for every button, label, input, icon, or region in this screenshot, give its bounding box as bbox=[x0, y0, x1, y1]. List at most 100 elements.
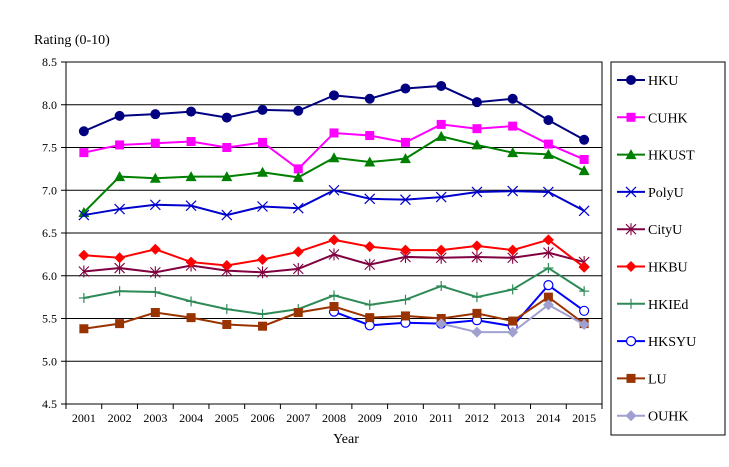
x-tick-label: 2001 bbox=[72, 411, 96, 425]
data-point-hkbu bbox=[149, 243, 161, 255]
y-tick-label: 7.5 bbox=[42, 141, 57, 155]
data-point-lu bbox=[472, 308, 482, 318]
data-point-hku bbox=[579, 134, 590, 145]
data-point-polyu bbox=[292, 202, 304, 214]
data-point-hkied bbox=[364, 299, 375, 310]
legend-items: HKU CUHK HKUST PolyU CityU HKBU HKIEd HKSYU LU OU… bbox=[617, 74, 696, 425]
data-point-polyu bbox=[364, 193, 376, 205]
data-point-hkbu bbox=[471, 240, 483, 252]
data-point-hkbu bbox=[185, 256, 197, 268]
y-tick-label: 8.0 bbox=[42, 98, 57, 112]
data-point-cuhk bbox=[365, 131, 375, 141]
data-point-hkust bbox=[114, 171, 126, 182]
data-point-hkied bbox=[436, 281, 447, 292]
data-point-hkust bbox=[364, 156, 376, 167]
legend-label-hku: HKU bbox=[648, 74, 678, 89]
legend-marker-polyu bbox=[625, 186, 637, 198]
data-point-lu bbox=[508, 316, 518, 326]
legend-marker-hkied bbox=[626, 298, 636, 309]
data-point-hkust bbox=[149, 172, 161, 183]
data-point-cuhk bbox=[400, 137, 410, 147]
data-point-polyu bbox=[542, 186, 554, 198]
data-point-hkust bbox=[471, 139, 483, 150]
data-point-cuhk bbox=[472, 124, 482, 134]
data-point-hku bbox=[293, 105, 304, 116]
data-point-lu bbox=[258, 321, 268, 331]
x-tick-label: 2014 bbox=[536, 411, 560, 425]
legend-frame bbox=[610, 61, 726, 436]
data-point-hkbu bbox=[114, 252, 126, 264]
data-point-cuhk bbox=[436, 119, 446, 129]
data-point-hkied bbox=[150, 286, 161, 297]
data-point-cityu bbox=[78, 265, 90, 278]
data-point-hkied bbox=[186, 296, 197, 307]
data-point-lu bbox=[400, 311, 410, 321]
data-point-lu bbox=[186, 313, 196, 323]
y-axis-title: Rating (0-10) bbox=[34, 33, 110, 48]
data-point-cuhk bbox=[258, 137, 268, 147]
data-point-cuhk bbox=[115, 140, 125, 150]
data-point-hkust bbox=[221, 171, 233, 182]
data-point-hku bbox=[78, 126, 89, 137]
data-point-hku bbox=[364, 93, 375, 104]
series-polyu bbox=[78, 184, 590, 221]
legend-label-hkust: HKUST bbox=[648, 149, 695, 164]
x-tick-label: 2008 bbox=[322, 411, 346, 425]
data-point-lu bbox=[79, 324, 89, 334]
data-point-ouhk bbox=[507, 326, 519, 338]
data-point-hkust bbox=[257, 166, 269, 177]
data-point-hku bbox=[221, 112, 232, 123]
data-point-hkied bbox=[257, 309, 268, 320]
legend-item-ouhk: OUHK bbox=[617, 410, 688, 425]
series-layer bbox=[78, 80, 590, 338]
data-point-hkust bbox=[542, 148, 554, 159]
legend-marker-hku bbox=[626, 75, 636, 85]
data-point-cityu bbox=[257, 266, 268, 279]
data-point-hkust bbox=[185, 171, 197, 182]
legend-item-lu: LU bbox=[617, 372, 667, 387]
data-point-hkust bbox=[399, 153, 411, 164]
data-point-cityu bbox=[292, 262, 304, 275]
data-point-hku bbox=[436, 80, 447, 91]
data-point-hkied bbox=[221, 304, 232, 315]
data-point-polyu bbox=[507, 185, 519, 197]
legend-label-cityu: CityU bbox=[648, 223, 682, 238]
y-axis-ticks: 4.5 5.0 5.5 6.0 6.5 7.0 7.5 8.0 8.5 bbox=[42, 55, 66, 411]
x-tick-label: 2006 bbox=[251, 411, 275, 425]
x-tick-label: 2010 bbox=[393, 411, 417, 425]
data-point-hku bbox=[543, 115, 554, 126]
x-tick-label: 2009 bbox=[358, 411, 382, 425]
y-tick-label: 7.0 bbox=[42, 183, 57, 197]
data-point-cityu bbox=[543, 246, 554, 259]
x-tick-label: 2004 bbox=[179, 411, 203, 425]
legend-item-cityu: CityU bbox=[617, 223, 682, 238]
data-point-hku bbox=[150, 109, 161, 120]
data-point-cuhk bbox=[79, 148, 89, 158]
legend-item-hkust: HKUST bbox=[617, 149, 695, 164]
y-tick-label: 5.5 bbox=[42, 312, 57, 326]
y-tick-label: 4.5 bbox=[42, 397, 57, 411]
data-point-hkied bbox=[78, 292, 89, 303]
plot-area: 4.5 5.0 5.5 6.0 6.5 7.0 7.5 8.0 8.5 2001 2002 2003… bbox=[42, 55, 603, 425]
data-point-hku bbox=[186, 106, 197, 117]
data-point-hkbu bbox=[542, 234, 554, 246]
data-point-polyu bbox=[114, 203, 126, 215]
data-point-hkied bbox=[579, 286, 590, 297]
x-tick-label: 2005 bbox=[215, 411, 239, 425]
data-point-cityu bbox=[364, 258, 376, 271]
data-point-hksyu bbox=[579, 305, 590, 316]
legend-item-cuhk: CUHK bbox=[617, 111, 688, 126]
data-point-polyu bbox=[221, 209, 233, 221]
data-point-hkbu bbox=[221, 259, 233, 271]
x-tick-label: 2007 bbox=[286, 411, 310, 425]
data-point-ouhk bbox=[435, 318, 447, 330]
legend-marker-cityu bbox=[625, 223, 637, 236]
data-point-polyu bbox=[149, 199, 161, 211]
data-point-polyu bbox=[257, 201, 268, 212]
data-point-polyu bbox=[78, 209, 90, 221]
x-tick-label: 2011 bbox=[429, 411, 453, 425]
x-axis-title: Year bbox=[333, 432, 359, 447]
series-line-hksyu bbox=[333, 283, 585, 328]
data-point-hkust bbox=[292, 171, 304, 182]
legend-item-hkbu: HKBU bbox=[617, 261, 688, 276]
